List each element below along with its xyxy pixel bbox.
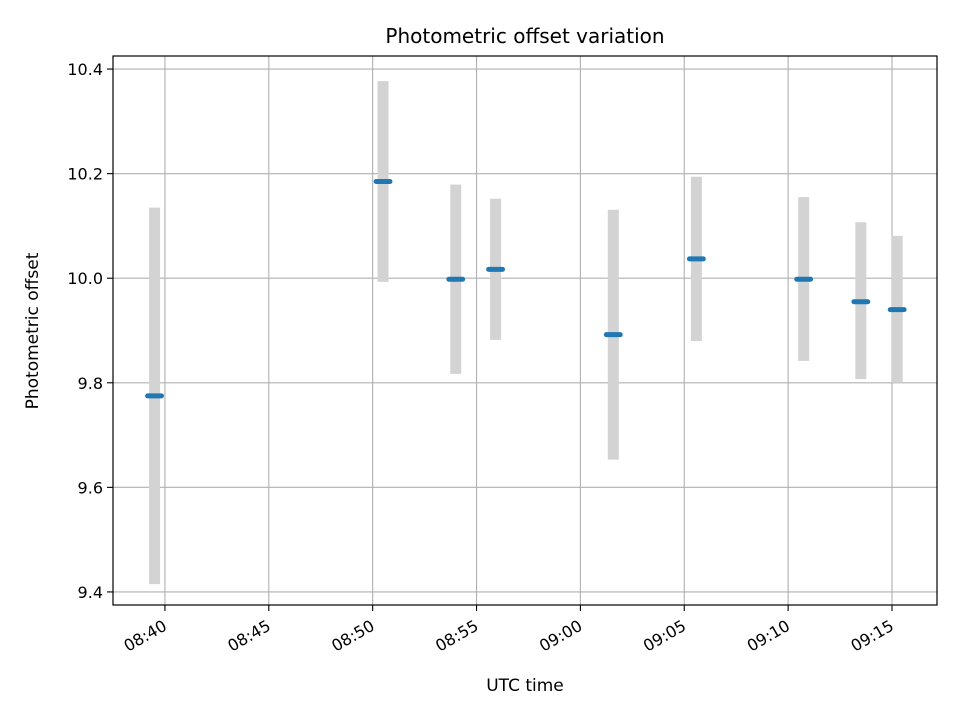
chart-title: Photometric offset variation bbox=[385, 24, 664, 48]
y-tick-label: 9.8 bbox=[78, 374, 103, 393]
y-tick-label: 10.4 bbox=[67, 60, 103, 79]
grid bbox=[113, 56, 937, 605]
y-tick-label: 9.6 bbox=[78, 478, 103, 497]
y-axis-ticks: 9.4 9.6 9.8 10.0 10.2 10.4 bbox=[67, 60, 113, 602]
x-axis-title: UTC time bbox=[486, 676, 564, 696]
data-markers bbox=[145, 178, 907, 399]
y-tick-label: 10.0 bbox=[67, 269, 103, 288]
plot-area-frame bbox=[112, 55, 938, 606]
y-tick-label: 10.2 bbox=[67, 165, 103, 184]
y-tick-label: 9.4 bbox=[78, 583, 103, 602]
y-axis-title: Photometric offset bbox=[23, 252, 43, 409]
